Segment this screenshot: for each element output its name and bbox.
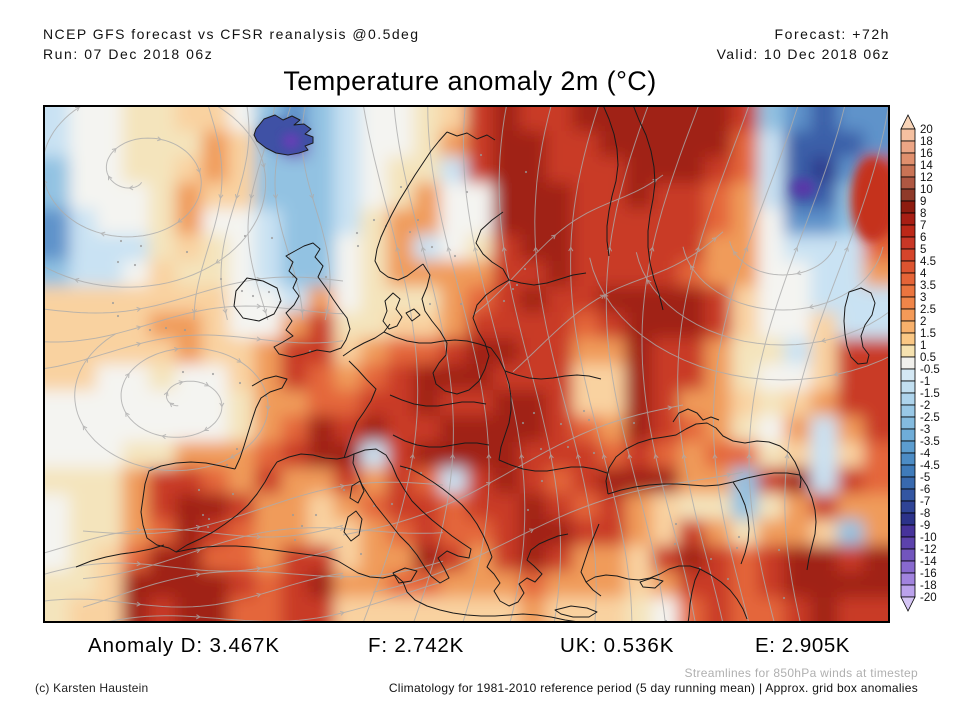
svg-text:-8: -8 — [920, 508, 930, 520]
svg-text:-16: -16 — [920, 568, 937, 580]
svg-text:-3: -3 — [920, 424, 930, 436]
svg-text:-6: -6 — [920, 484, 930, 496]
svg-text:10: 10 — [920, 184, 933, 196]
svg-text:-12: -12 — [920, 544, 937, 556]
svg-text:6: 6 — [920, 232, 926, 244]
svg-text:-10: -10 — [920, 532, 937, 544]
svg-text:8: 8 — [920, 208, 926, 220]
svg-text:-5: -5 — [920, 472, 930, 484]
svg-text:2.5: 2.5 — [920, 304, 936, 316]
svg-text:-3.5: -3.5 — [920, 436, 940, 448]
svg-text:3: 3 — [920, 292, 926, 304]
svg-text:-2.5: -2.5 — [920, 412, 940, 424]
svg-text:18: 18 — [920, 136, 933, 148]
svg-text:7: 7 — [920, 220, 926, 232]
svg-text:1.5: 1.5 — [920, 328, 936, 340]
svg-text:-0.5: -0.5 — [920, 364, 940, 376]
svg-text:-1.5: -1.5 — [920, 388, 940, 400]
svg-text:-1: -1 — [920, 376, 930, 388]
svg-text:9: 9 — [920, 196, 926, 208]
svg-text:16: 16 — [920, 148, 933, 160]
svg-text:-2: -2 — [920, 400, 930, 412]
svg-text:14: 14 — [920, 160, 933, 172]
svg-text:-9: -9 — [920, 520, 930, 532]
svg-text:12: 12 — [920, 172, 933, 184]
svg-text:-18: -18 — [920, 580, 937, 592]
svg-text:1: 1 — [920, 340, 926, 352]
svg-text:2: 2 — [920, 316, 926, 328]
svg-text:20: 20 — [920, 124, 933, 136]
svg-text:4: 4 — [920, 268, 927, 280]
svg-text:-4: -4 — [920, 448, 931, 460]
svg-text:-14: -14 — [920, 556, 937, 568]
svg-text:0.5: 0.5 — [920, 352, 936, 364]
svg-text:-4.5: -4.5 — [920, 460, 940, 472]
svg-text:4.5: 4.5 — [920, 256, 936, 268]
svg-text:-7: -7 — [920, 496, 930, 508]
svg-text:3.5: 3.5 — [920, 280, 936, 292]
svg-text:-20: -20 — [920, 592, 937, 604]
svg-text:5: 5 — [920, 244, 926, 256]
